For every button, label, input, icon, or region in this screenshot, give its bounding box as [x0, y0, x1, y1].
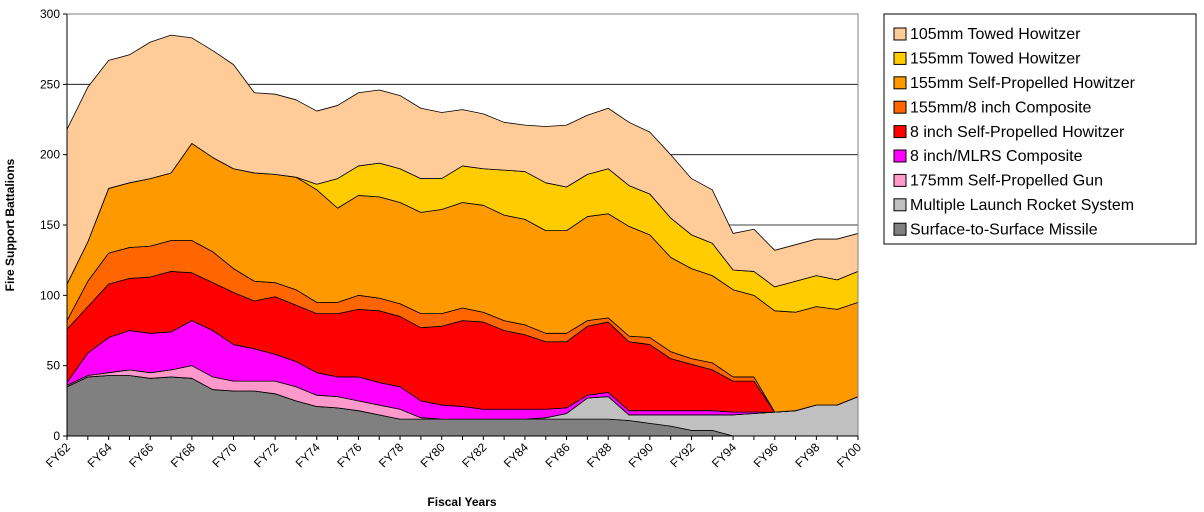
y-tick-label: 200 — [40, 148, 60, 162]
legend-swatch — [893, 173, 907, 187]
y-tick-label: 250 — [40, 77, 60, 91]
legend: 105mm Towed Howitzer 155mm Towed Howitzer… — [893, 26, 1136, 238]
legend-label: 155mm Towed Howitzer — [910, 51, 1081, 68]
legend-label: 105mm Towed Howitzer — [910, 26, 1081, 43]
y-axis-label: Fire Support Battalions — [3, 158, 17, 291]
legend-label: 8 inch/MLRS Composite — [910, 148, 1083, 165]
legend-swatch — [893, 27, 907, 41]
legend-swatch — [893, 198, 907, 212]
legend-label: 155mm Self-Propelled Howitzer — [910, 75, 1136, 92]
legend-swatch — [893, 222, 907, 236]
y-tick-label: 300 — [40, 7, 60, 21]
y-tick-label: 0 — [53, 429, 60, 443]
legend-swatch — [893, 125, 907, 139]
x-axis-label: Fiscal Years — [427, 495, 496, 509]
legend-label: 175mm Self-Propelled Gun — [910, 173, 1103, 190]
legend-label: 155mm/8 inch Composite — [910, 99, 1092, 116]
y-tick-label: 100 — [40, 288, 60, 302]
legend-swatch — [893, 76, 907, 90]
legend-label: 8 inch Self-Propelled Howitzer — [910, 124, 1125, 141]
legend-label: Multiple Launch Rocket System — [910, 197, 1134, 214]
legend-label: Surface-to-Surface Missile — [910, 221, 1098, 238]
legend-swatch — [893, 149, 907, 163]
y-tick-label: 150 — [40, 218, 60, 232]
y-tick-label: 50 — [47, 359, 61, 373]
legend-swatch — [893, 51, 907, 65]
legend-box — [883, 13, 1197, 245]
legend-swatch — [893, 100, 907, 114]
